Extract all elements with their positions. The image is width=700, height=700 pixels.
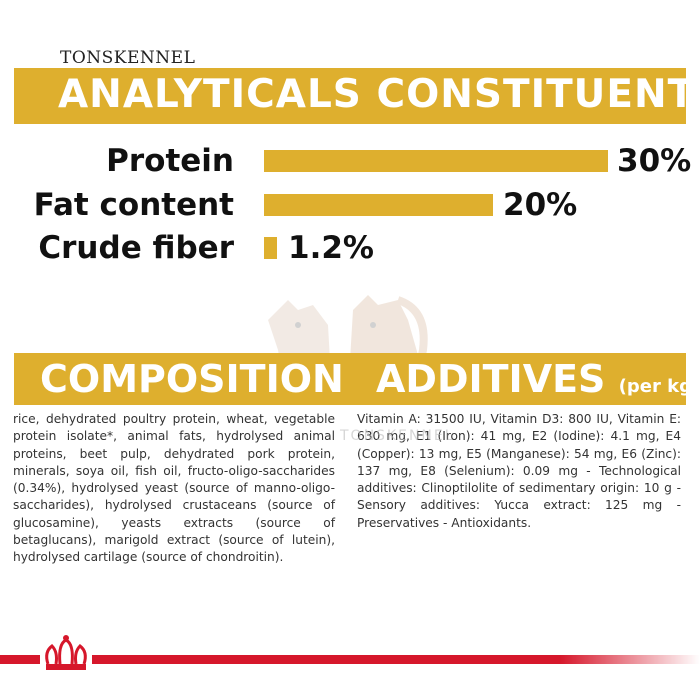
nutrient-value: 30% [617,143,692,179]
composition-title: COMPOSITION [40,357,344,401]
brand-name: TONSKENNEL [60,48,196,68]
nutrient-row-fat: Fat content 20% [0,185,700,225]
footer-red-line [0,655,700,664]
additives-unit: (per kg) [618,376,700,397]
royal-crown-icon [40,634,92,674]
composition-text: rice, dehydrated poultry protein, wheat,… [13,412,335,565]
additives-title-group: ADDITIVES (per kg) [376,357,700,401]
analytics-title: ANALYTICALS CONSTITUENTS [58,72,700,117]
analytics-banner: ANALYTICALS CONSTITUENTS [14,68,700,124]
nutrient-row-fiber: Crude fiber 1.2% [0,228,700,268]
nutrient-label: Protein [106,143,234,179]
composition-additives-banner: COMPOSITION ADDITIVES (per kg) [14,353,700,405]
nutrient-bar [264,194,493,216]
nutrient-row-protein: Protein 30% [0,141,700,181]
nutrient-value: 20% [503,187,578,223]
nutrient-value: 1.2% [288,230,374,266]
additives-title: ADDITIVES [376,357,606,401]
nutrient-bar [264,237,277,259]
nutrient-bar [264,150,608,172]
additives-text: Vitamin A: 31500 IU, Vitamin D3: 800 IU,… [357,412,681,530]
watermark-text: TONSKENNEL [340,428,455,444]
nutrient-label: Fat content [33,187,234,223]
nutrient-label: Crude fiber [38,230,234,266]
footer-fade [560,655,700,664]
